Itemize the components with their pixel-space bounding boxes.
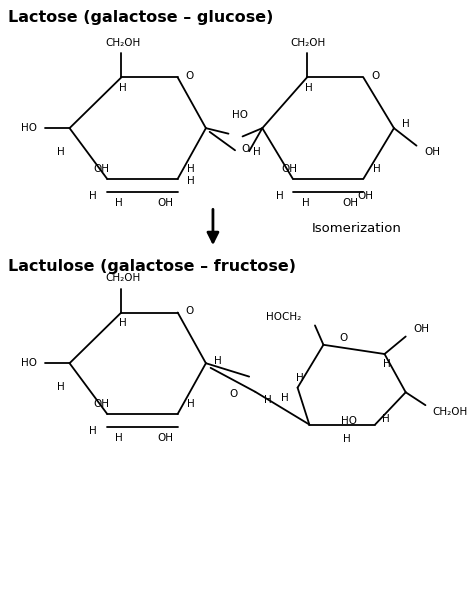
Text: Isomerization: Isomerization <box>312 222 401 235</box>
Text: OH: OH <box>358 191 374 201</box>
Text: H: H <box>296 373 304 382</box>
Text: HO: HO <box>232 110 248 120</box>
Text: O: O <box>371 71 379 81</box>
Text: H: H <box>89 426 97 436</box>
Text: OH: OH <box>281 164 297 174</box>
Text: H: H <box>382 414 389 424</box>
Text: Lactose (galactose – glucose): Lactose (galactose – glucose) <box>9 10 274 25</box>
Text: OH: OH <box>93 399 109 409</box>
Text: OH: OH <box>157 198 173 208</box>
Text: OH: OH <box>425 147 440 157</box>
Text: OH: OH <box>413 324 429 334</box>
Text: HOCH₂: HOCH₂ <box>266 312 301 322</box>
Text: CH₂OH: CH₂OH <box>105 273 140 283</box>
Text: O: O <box>242 144 250 154</box>
Text: H: H <box>187 399 195 409</box>
Text: O: O <box>185 306 193 316</box>
Text: O: O <box>185 71 193 81</box>
Text: H: H <box>57 382 65 392</box>
Text: CH₂OH: CH₂OH <box>105 38 140 48</box>
Text: H: H <box>264 395 272 405</box>
Text: OH: OH <box>93 164 109 174</box>
Text: H: H <box>383 359 391 369</box>
Text: CH₂OH: CH₂OH <box>291 38 326 48</box>
Text: OH: OH <box>343 198 359 208</box>
Text: H: H <box>281 393 288 403</box>
Text: HO: HO <box>21 123 36 133</box>
Text: H: H <box>119 82 127 93</box>
Text: H: H <box>57 147 65 157</box>
Text: HO: HO <box>21 358 36 368</box>
Text: H: H <box>119 318 127 327</box>
Text: CH₂OH: CH₂OH <box>433 406 468 417</box>
Text: OH: OH <box>157 433 173 443</box>
Text: H: H <box>373 164 381 174</box>
Text: H: H <box>304 82 312 93</box>
Text: H: H <box>253 147 261 157</box>
Text: H: H <box>276 191 283 201</box>
Text: O: O <box>229 389 238 399</box>
Text: H: H <box>115 433 123 443</box>
Text: Lactulose (galactose – fructose): Lactulose (galactose – fructose) <box>9 259 296 274</box>
Text: HO: HO <box>341 416 357 426</box>
Text: H: H <box>402 119 410 129</box>
Text: H: H <box>343 434 351 444</box>
Text: H: H <box>187 164 195 174</box>
Text: H: H <box>115 198 123 208</box>
Text: H: H <box>214 356 221 366</box>
Text: H: H <box>89 191 97 201</box>
Text: H: H <box>301 198 310 208</box>
Text: O: O <box>339 334 347 343</box>
Text: H: H <box>187 176 195 186</box>
